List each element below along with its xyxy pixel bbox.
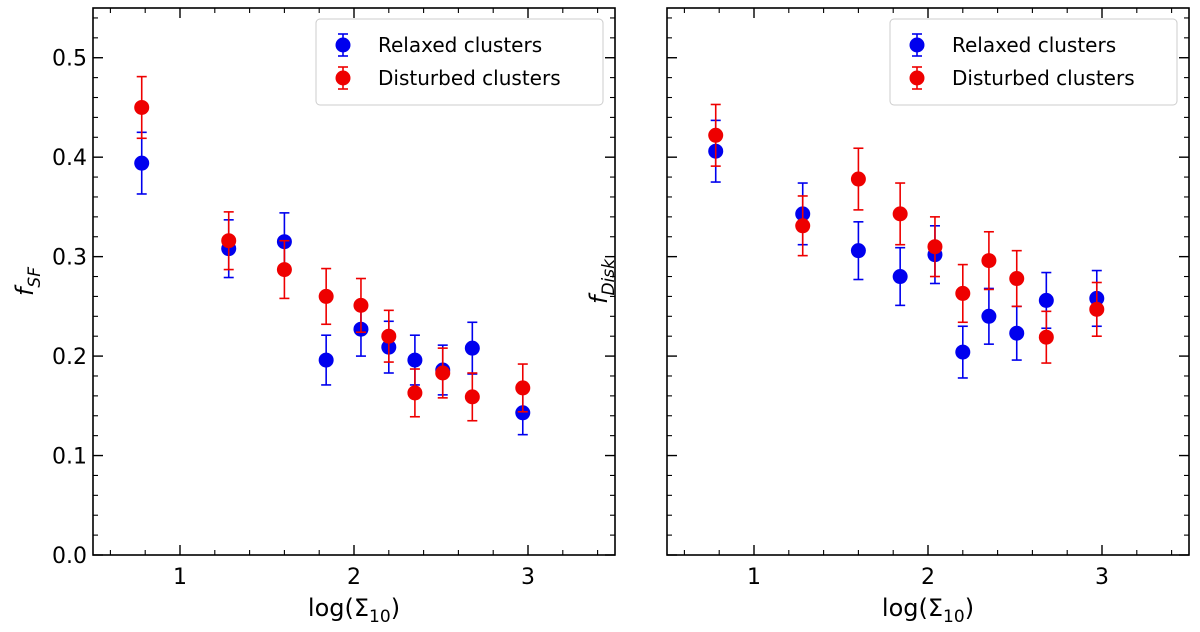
x-axis-label-subscript: 10 [943, 607, 965, 627]
data-point [318, 352, 334, 368]
right-panel-disk-fraction: 1 2 3 log(Σ10) fDisk Relaxed clusters Disturbe… [585, 7, 1190, 627]
x-axis-label-close: ) [965, 594, 974, 622]
data-point [795, 218, 811, 234]
x-tick-label: 1 [173, 565, 187, 590]
legend-marker [909, 37, 925, 53]
data-point [850, 171, 866, 187]
x-tick-label: 1 [747, 565, 761, 590]
data-point [221, 233, 237, 249]
data-point [892, 206, 908, 222]
data-point [892, 269, 908, 285]
x-axis-label: log(Σ10) [882, 594, 974, 627]
x-tick-label: 3 [1095, 565, 1109, 590]
data-point [318, 288, 334, 304]
y-tick-label: 0.1 [52, 445, 87, 470]
x-tick-label: 2 [921, 565, 935, 590]
data-point [134, 155, 150, 171]
legend-marker [909, 70, 925, 86]
data-point [407, 385, 423, 401]
data-point [955, 344, 971, 360]
data-point [464, 389, 480, 405]
series-disturbed [708, 103, 1105, 364]
legend-marker [335, 37, 351, 53]
data-point [927, 239, 943, 255]
data-point [981, 308, 997, 324]
data-point [134, 99, 150, 115]
data-point [276, 262, 292, 278]
data-point [850, 243, 866, 259]
legend: Relaxed clusters Disturbed clusters [315, 18, 604, 106]
legend-label-relaxed: Relaxed clusters [378, 33, 542, 57]
legend-frame [315, 18, 604, 106]
y-tick-label: 0.5 [52, 47, 87, 72]
legend-label-disturbed: Disturbed clusters [952, 66, 1135, 90]
x-axis-label-close: ) [391, 594, 400, 622]
y-tick-label: 0.2 [52, 345, 87, 370]
y-axis-label: fSF [11, 267, 45, 296]
left-panel-sf-fraction: 1 2 3 0.0 0.1 0.2 0.3 0.4 0.5 log(Σ10) fSF Relaxed … [11, 7, 616, 627]
y-axis-label-subscript: Disk [599, 258, 619, 296]
x-axis-label: log(Σ10) [308, 594, 400, 627]
x-axis-label-main: log(Σ [308, 594, 369, 622]
data-point [515, 405, 531, 421]
x-axis-label-subscript: 10 [369, 607, 391, 627]
data-point [407, 352, 423, 368]
data-point [435, 365, 451, 381]
legend-frame [889, 18, 1178, 106]
data-point [1038, 292, 1054, 308]
data-point [515, 380, 531, 396]
legend: Relaxed clusters Disturbed clusters [889, 18, 1178, 106]
data-point [1009, 271, 1025, 287]
data-point [1089, 301, 1105, 317]
y-tick-label: 0.3 [52, 246, 87, 271]
data-point [353, 297, 369, 313]
x-tick-label: 2 [347, 565, 361, 590]
series-disturbed [134, 75, 531, 422]
data-point [464, 340, 480, 356]
x-axis-label-main: log(Σ [882, 594, 943, 622]
x-tick-label: 3 [521, 565, 535, 590]
data-point [1009, 325, 1025, 341]
y-tick-label: 0.4 [52, 146, 87, 171]
data-point [708, 127, 724, 143]
data-point [955, 285, 971, 301]
legend-marker [335, 70, 351, 86]
y-axis-label-subscript: SF [25, 267, 45, 288]
series-relaxed [134, 131, 531, 436]
data-point [981, 253, 997, 269]
data-point [381, 328, 397, 344]
y-axis-label: fDisk [585, 258, 619, 304]
data-point [1038, 329, 1054, 345]
legend-label-disturbed: Disturbed clusters [378, 66, 561, 90]
legend-label-relaxed: Relaxed clusters [952, 33, 1116, 57]
y-tick-label: 0.0 [52, 544, 87, 569]
